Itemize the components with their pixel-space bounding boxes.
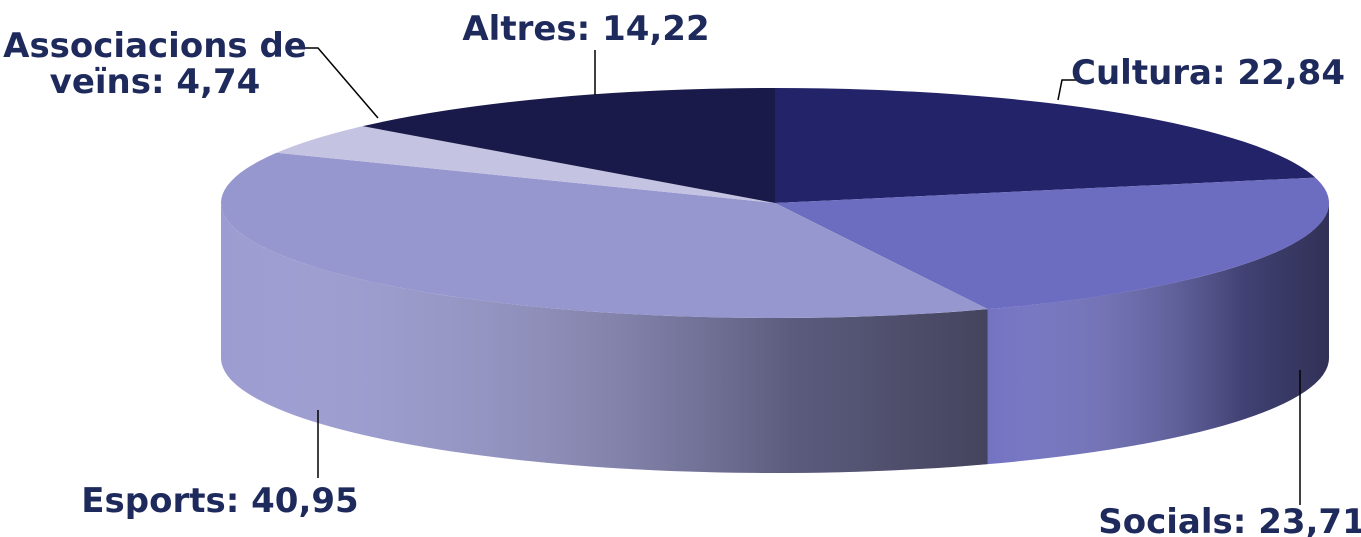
slice	[775, 88, 1316, 203]
data-label: Cultura: 22,84	[1071, 53, 1345, 93]
leader-line	[300, 47, 379, 119]
side-shade	[987, 203, 1329, 465]
slice	[362, 88, 775, 203]
side-shade	[221, 203, 988, 473]
data-label: Altres: 14,22	[462, 9, 709, 49]
slice	[276, 126, 775, 203]
slice	[775, 177, 1330, 310]
leader-line	[1057, 79, 1080, 101]
label-line: veïns: 4,74	[50, 62, 261, 102]
data-label: Associacions de veïns: 4,74	[3, 26, 307, 102]
label-line: Associacions de	[3, 26, 307, 66]
data-label: Socials: 23,71	[1098, 502, 1361, 537]
data-label: Esports: 40,95	[81, 481, 358, 521]
slice	[221, 152, 988, 318]
